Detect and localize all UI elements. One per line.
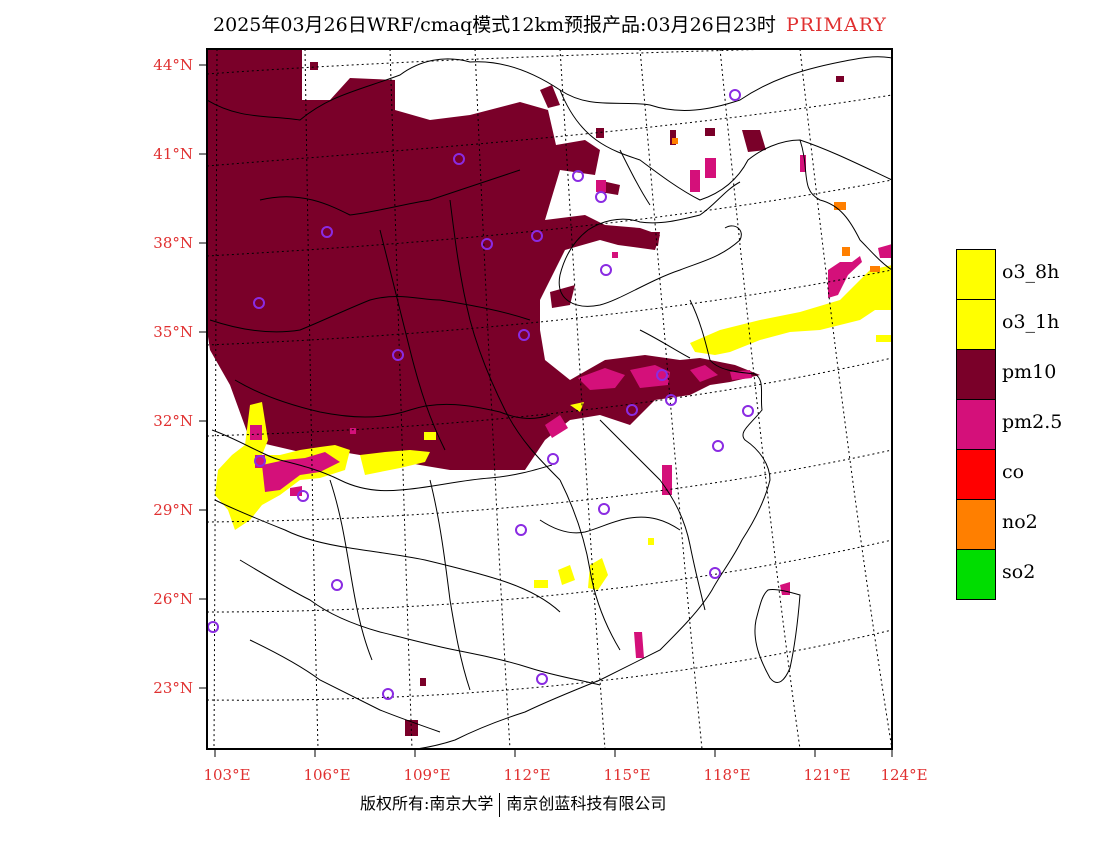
primary-tag: PRIMARY (785, 14, 887, 36)
lon-label-106e: 106°E (303, 766, 351, 784)
lat-label-44n: 44°N (153, 56, 193, 74)
footer-separator (499, 792, 501, 817)
lat-label-23n: 23°N (153, 679, 193, 697)
axis-ticks (199, 64, 893, 757)
legend-swatch (956, 499, 996, 549)
legend-label: so2 (1002, 561, 1036, 583)
lat-label-41n: 41°N (153, 145, 193, 163)
legend-swatch (956, 549, 996, 600)
legend-label: o3_1h (1002, 311, 1060, 333)
copyright-left: 版权所有:南京大学 (360, 794, 494, 813)
legend-label: no2 (1002, 511, 1038, 533)
legend-swatch (956, 299, 996, 349)
lon-label-112e: 112°E (503, 766, 551, 784)
map-frame (206, 48, 893, 750)
map-title: 2025年03月26日WRF/cmaq模式12km预报产品:03月26日23时 P… (0, 10, 1100, 37)
title-text: 2025年03月26日WRF/cmaq模式12km预报产品:03月26日23时 (213, 14, 776, 36)
copyright-footer: 版权所有:南京大学 南京创蓝科技有限公司 (360, 790, 666, 817)
legend-swatch (956, 399, 996, 449)
lon-label-103e: 103°E (203, 766, 251, 784)
legend-swatch (956, 449, 996, 499)
station-markers (207, 89, 754, 700)
lon-label-115e: 115°E (603, 766, 651, 784)
legend-swatch (956, 349, 996, 399)
lat-label-32n: 32°N (153, 412, 193, 430)
no2-region (672, 138, 880, 272)
lon-label-118e: 118°E (703, 766, 751, 784)
lat-label-35n: 35°N (153, 323, 193, 341)
lon-label-109e: 109°E (403, 766, 451, 784)
graticule (207, 49, 892, 749)
lon-label-121e: 121°E (803, 766, 851, 784)
pm10-region (207, 49, 760, 470)
legend-label: o3_8h (1002, 261, 1060, 283)
o3-region (215, 265, 892, 590)
legend-swatch (956, 249, 996, 299)
legend-label: pm10 (1002, 361, 1057, 383)
lat-label-29n: 29°N (153, 501, 193, 519)
copyright-right: 南京创蓝科技有限公司 (506, 794, 667, 813)
lon-label-124e: 124°E (880, 766, 928, 784)
boundary-lines (207, 56, 892, 749)
legend-label: pm2.5 (1002, 411, 1063, 433)
lat-label-38n: 38°N (153, 234, 193, 252)
legend-label: co (1002, 461, 1025, 483)
lat-label-26n: 26°N (153, 590, 193, 608)
